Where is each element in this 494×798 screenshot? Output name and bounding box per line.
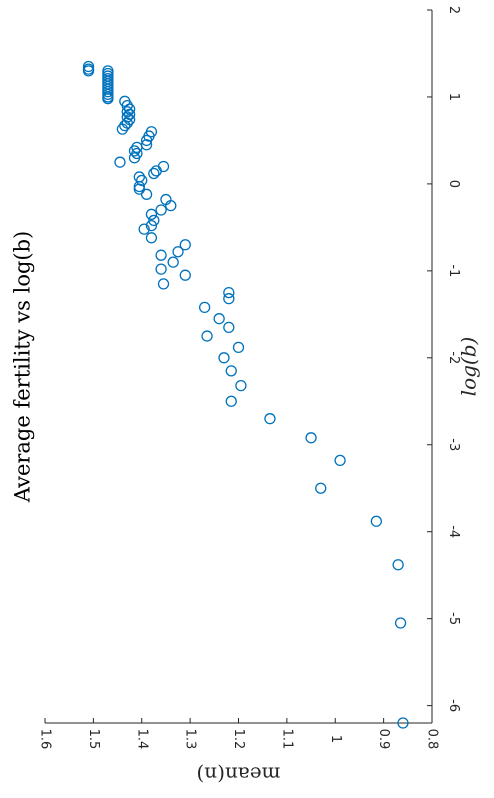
y-axis-ticks: 0.8 0.9 1 1.1 1.2 1.3 1.4 1.5 1.6 [38,718,440,749]
data-point [155,263,167,275]
y-tick-label: 1 [328,735,343,743]
data-point [116,123,129,135]
data-point [114,156,126,168]
data-point [148,167,160,180]
data-point [150,165,162,177]
data-point [102,93,114,105]
data-point [155,249,167,261]
data-point [133,183,145,195]
data-point [392,559,404,571]
data-point [82,65,95,77]
y-tick-label: 1.3 [183,729,198,750]
data-point [138,223,150,235]
x-tick-label: -5 [446,612,461,625]
y-tick-label: 1.6 [38,729,53,750]
y-tick-label: 0.8 [425,729,440,750]
data-point [225,395,237,407]
x-tick-label: -1 [446,264,461,277]
data-point [128,145,141,157]
x-axis-label: log(b) [457,337,481,397]
x-tick-label: 0 [446,180,461,188]
data-point [218,352,230,364]
x-tick-label: -3 [446,438,461,451]
data-point [140,134,153,147]
data-point [128,152,141,164]
data-point [232,341,245,354]
data-point [225,365,237,377]
data-point [157,278,170,290]
data-point [305,432,317,444]
x-tick-label: -4 [446,525,461,538]
data-point [145,232,158,244]
data-point [179,239,191,251]
y-tick-label: 1.4 [134,729,149,750]
data-point [394,617,407,629]
data-point [370,515,383,527]
data-point [131,141,143,154]
data-point [140,188,153,200]
y-tick-label: 0.9 [376,729,391,750]
data-point [235,379,247,392]
data-point [165,199,177,212]
x-tick-label: -6 [446,699,461,712]
data-point [397,717,409,729]
y-tick-label: 1.1 [279,729,294,750]
x-tick-label: 2 [446,6,461,14]
data-point [119,119,131,132]
data-point [121,106,133,118]
data-point [334,454,346,467]
data-point [223,321,235,334]
data-point [213,313,225,325]
data-points [82,60,409,729]
data-point [148,214,160,227]
x-tick-label: 1 [446,93,461,101]
data-point [264,413,276,425]
data-point [223,293,235,305]
data-point [315,482,327,494]
data-point [145,208,158,220]
data-point [172,246,184,258]
data-point [145,219,158,232]
data-point [167,256,179,268]
chart-title: Average fertility vs log(b) [11,231,35,503]
data-point [155,204,167,216]
x-axis-ticks: -6 -5 -4 -3 -2 -1 0 1 2 [427,6,461,712]
y-axis-label: mean(n) [196,763,280,787]
data-point [201,330,213,342]
data-point [198,301,211,314]
y-tick-label: 1.5 [86,729,101,750]
y-tick-label: 1.2 [231,729,246,750]
data-point [223,286,235,299]
data-point [179,269,191,281]
x-tick-label: -2 [446,351,461,364]
